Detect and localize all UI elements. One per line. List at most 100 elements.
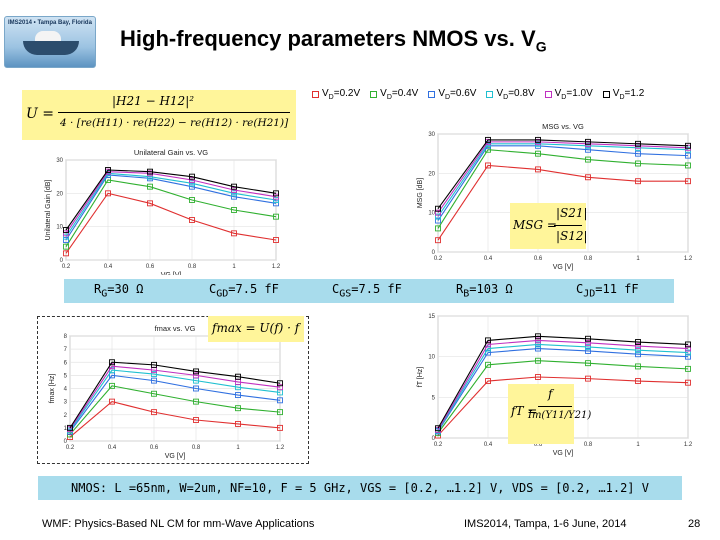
data-point bbox=[485, 337, 491, 344]
series-line bbox=[65, 169, 277, 231]
data-point bbox=[189, 183, 195, 190]
y-tick-label: 3 bbox=[64, 400, 68, 406]
data-point bbox=[435, 217, 441, 224]
data-point bbox=[635, 351, 641, 358]
legend-label: VD=0.8V bbox=[496, 88, 534, 101]
data-point bbox=[235, 405, 241, 412]
legend-item: VD=0.8V bbox=[486, 88, 535, 101]
data-point bbox=[151, 361, 157, 368]
legend-item: VD=1.0V bbox=[544, 88, 593, 101]
data-point bbox=[235, 420, 241, 427]
data-point bbox=[585, 375, 591, 382]
data-point bbox=[63, 243, 69, 250]
data-point bbox=[63, 250, 69, 257]
series-line bbox=[437, 149, 689, 229]
param-rg-name: R bbox=[94, 282, 102, 297]
x-tick-label: 0.6 bbox=[146, 264, 155, 270]
series-line bbox=[437, 145, 689, 221]
series-line bbox=[437, 335, 689, 429]
data-point bbox=[235, 373, 241, 380]
data-point bbox=[685, 178, 691, 185]
data-point bbox=[67, 424, 73, 431]
series-line bbox=[437, 339, 689, 431]
data-point bbox=[535, 333, 541, 340]
msg-equation: MSG = |S21| |S12| bbox=[510, 203, 588, 249]
legend-label-value: =1.0V bbox=[566, 88, 593, 99]
data-point bbox=[635, 160, 641, 167]
data-point bbox=[109, 382, 115, 389]
y-tick-label: 8 bbox=[64, 334, 68, 340]
data-point bbox=[147, 200, 153, 207]
legend-label-main: V bbox=[496, 88, 504, 99]
y-tick-label: 0 bbox=[432, 436, 436, 442]
data-point bbox=[635, 150, 641, 157]
data-point bbox=[585, 174, 591, 181]
legend-swatch bbox=[370, 91, 378, 98]
param-cjd-value: =11 fF bbox=[595, 282, 639, 297]
fmax-eq-text: fmax = U(f) · f bbox=[212, 321, 300, 335]
footer-center: IMS2014, Tampa, 1-6 June, 2014 bbox=[464, 518, 627, 530]
series-line bbox=[69, 369, 281, 431]
data-point bbox=[231, 187, 237, 193]
unilateral-gain-chart: 0.2 0.4 0.6 0.8 1 1.2 0 10 20 30 Unilateral Gain v… bbox=[45, 148, 281, 275]
param-rb-name: R bbox=[456, 282, 464, 297]
data-point bbox=[63, 227, 69, 233]
msg-chart: 0.2 0.4 0.6 0.8 1 1.2 0 10 20 30 MSG vs. VG VG [V] M… bbox=[417, 122, 693, 271]
data-point bbox=[685, 365, 691, 372]
data-point bbox=[151, 390, 157, 397]
data-point bbox=[231, 230, 237, 237]
data-point bbox=[277, 424, 283, 431]
data-point bbox=[535, 341, 541, 348]
legend-swatch bbox=[428, 91, 436, 98]
data-point bbox=[635, 343, 641, 350]
legend-swatch bbox=[544, 91, 552, 98]
series-line bbox=[69, 361, 281, 429]
y-tick-label: 2 bbox=[64, 413, 68, 419]
series-line bbox=[437, 343, 689, 431]
data-point bbox=[435, 213, 441, 220]
ft-equation: fT = f Im(Y11/Y21) bbox=[508, 384, 591, 444]
data-point bbox=[585, 156, 591, 163]
fmax-equation: fmax = U(f) · f bbox=[208, 316, 304, 342]
x-tick-label: 1 bbox=[236, 445, 240, 451]
data-point bbox=[109, 359, 115, 366]
data-point bbox=[585, 146, 591, 153]
data-point bbox=[231, 193, 237, 200]
page-number: 28 bbox=[688, 518, 701, 530]
x-tick-label: 0.4 bbox=[484, 442, 493, 448]
x-tick-label: 1.2 bbox=[684, 256, 693, 262]
data-point bbox=[535, 150, 541, 157]
data-point bbox=[585, 339, 591, 346]
param-rb-value: =103 Ω bbox=[469, 282, 513, 297]
x-tick-label: 0.6 bbox=[150, 445, 159, 451]
y-tick-label: 20 bbox=[428, 171, 435, 177]
data-point bbox=[585, 343, 591, 350]
param-cgs-sub: GS bbox=[339, 288, 352, 300]
data-point bbox=[635, 140, 641, 147]
legend-label: VD=0.6V bbox=[438, 88, 476, 101]
data-point bbox=[105, 190, 111, 197]
slide-title-text: High-frequency parameters NMOS vs. V bbox=[120, 26, 536, 51]
legend-label-main: V bbox=[554, 88, 562, 99]
x-tick-label: 0.2 bbox=[434, 442, 443, 448]
msg-eq-denominator: |S12| bbox=[556, 229, 588, 243]
data-point bbox=[63, 237, 69, 243]
param-cgd-name: C bbox=[209, 282, 217, 297]
data-point bbox=[635, 347, 641, 354]
series-line bbox=[437, 347, 689, 432]
data-point bbox=[535, 337, 541, 344]
logo-text: IMS2014 • Tampa Bay, Florida bbox=[8, 20, 92, 26]
data-point bbox=[273, 200, 279, 207]
y-tick-label: 30 bbox=[428, 132, 435, 138]
x-tick-label: 1.2 bbox=[276, 445, 285, 451]
data-point bbox=[193, 372, 199, 379]
x-tick-label: 1 bbox=[232, 264, 236, 270]
data-point bbox=[109, 398, 115, 405]
x-tick-label: 0.6 bbox=[534, 442, 543, 448]
data-point bbox=[635, 363, 641, 370]
data-point bbox=[277, 380, 283, 387]
data-point bbox=[435, 237, 441, 244]
param-cgs: CGS=7.5 fF bbox=[332, 282, 402, 299]
msg-eq-fraction-bar bbox=[554, 225, 582, 226]
ft-eq-lhs: fT = bbox=[511, 404, 538, 418]
